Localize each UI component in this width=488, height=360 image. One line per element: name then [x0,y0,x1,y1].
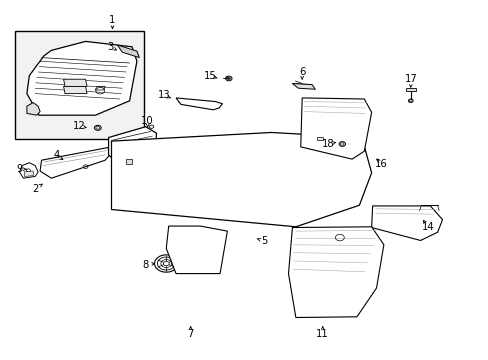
Polygon shape [405,88,415,91]
Polygon shape [166,226,227,274]
Polygon shape [126,159,132,164]
Text: 13: 13 [157,90,170,100]
Text: 1: 1 [109,15,116,25]
Polygon shape [288,227,383,318]
Text: 3: 3 [107,42,113,52]
Text: 9: 9 [16,164,23,174]
Polygon shape [63,79,87,86]
Text: 12: 12 [73,121,85,131]
Text: 2: 2 [32,184,39,194]
Text: 4: 4 [53,150,59,160]
Polygon shape [108,127,156,169]
Polygon shape [20,163,38,178]
Polygon shape [27,41,137,115]
Text: 5: 5 [260,236,267,246]
Polygon shape [27,103,40,115]
Bar [15,31,144,139]
Text: 8: 8 [142,260,148,270]
Text: 14: 14 [421,222,433,232]
Text: 6: 6 [298,67,305,77]
Polygon shape [63,86,87,94]
Text: 18: 18 [322,139,334,149]
Text: 16: 16 [374,159,387,169]
Polygon shape [117,45,139,58]
Polygon shape [176,98,222,110]
Polygon shape [40,148,111,178]
Polygon shape [316,137,322,140]
Text: 7: 7 [187,329,194,339]
Text: 17: 17 [404,74,416,84]
Polygon shape [24,171,33,176]
Polygon shape [371,206,442,240]
Polygon shape [111,132,371,227]
Polygon shape [292,84,315,89]
Text: 11: 11 [316,329,328,339]
Text: 15: 15 [203,71,216,81]
Polygon shape [300,98,371,159]
Text: 10: 10 [141,116,154,126]
